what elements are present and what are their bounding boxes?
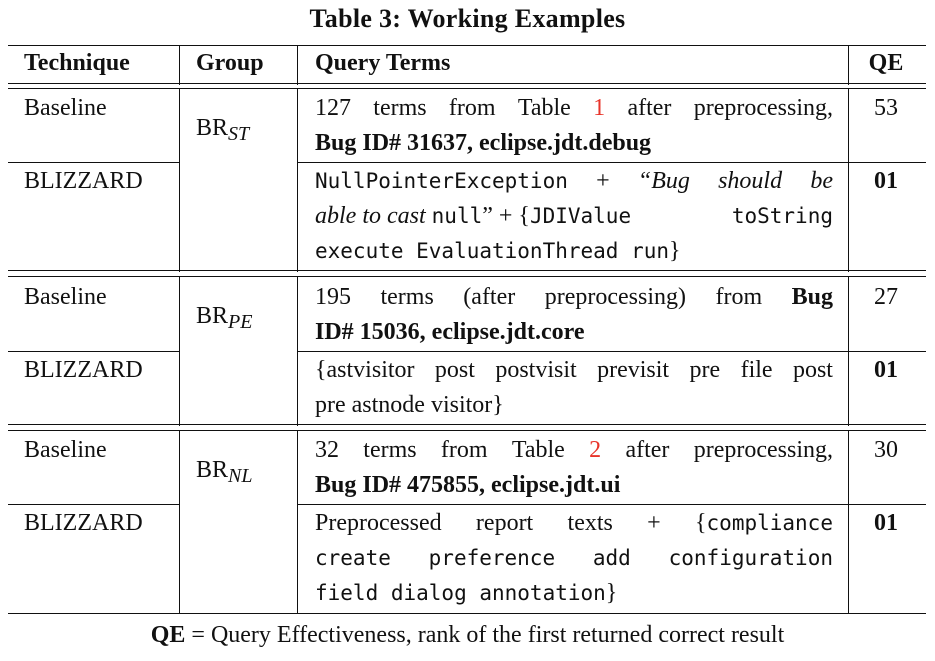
row-rule — [8, 351, 179, 353]
group-rule — [8, 270, 926, 272]
query-terms-blizzard: NullPointerException + “Bug should be ab… — [315, 168, 833, 264]
query-terms-baseline: 127 terms from Table 1 after preprocessi… — [315, 91, 833, 161]
bottom-rule — [8, 613, 926, 615]
query-terms-blizzard: {astvisitor post postvisit previsit pre … — [315, 357, 833, 418]
col-rule — [297, 276, 299, 426]
group-rule — [8, 424, 926, 426]
header-group: Group — [196, 50, 264, 76]
group-subscript: PE — [228, 311, 253, 333]
table-footnote: QE = Query Effectiveness, rank of the fi… — [0, 622, 935, 649]
header-technique: Technique — [24, 50, 130, 76]
col-rule — [179, 276, 181, 426]
col-rule — [848, 88, 850, 272]
table-ref-link[interactable]: 2 — [589, 437, 602, 463]
header-rule-double — [8, 88, 926, 90]
col-rule — [179, 430, 181, 614]
technique-blizzard: BLIZZARD — [24, 168, 143, 194]
group-subscript: NL — [228, 465, 253, 487]
group-base: BR — [196, 303, 229, 329]
bug-id: Bug ID# 31637, eclipse.jdt.debug — [315, 130, 652, 156]
qe-baseline: 53 — [874, 95, 898, 121]
query-terms-baseline: 32 terms from Table 2 after preprocessin… — [315, 433, 833, 503]
header-rule — [8, 83, 926, 85]
group-base: BR — [196, 457, 229, 483]
technique-baseline: Baseline — [24, 95, 107, 121]
bug-id: Bug ID# 475855, eclipse.jdt.ui — [315, 472, 621, 498]
col-rule — [297, 430, 299, 614]
col-rule — [179, 45, 181, 85]
col-rule — [848, 45, 850, 85]
query-terms-baseline: 195 terms (after preprocessing) from Bug… — [315, 280, 833, 350]
qe-baseline: 30 — [874, 437, 898, 463]
header-qe: QE — [868, 50, 904, 76]
table-caption: Table 3: Working Examples — [309, 4, 626, 33]
row-rule — [8, 162, 179, 164]
qe-blizzard: 01 — [874, 357, 898, 383]
top-rule — [8, 45, 926, 47]
col-rule — [297, 45, 299, 85]
table-ref-link[interactable]: 1 — [593, 95, 606, 121]
header-query-terms: Query Terms — [315, 50, 451, 76]
col-rule — [848, 430, 850, 614]
footnote-term: QE — [150, 622, 186, 648]
footnote-definition: = Query Effectiveness, rank of the first… — [185, 622, 785, 648]
technique-baseline: Baseline — [24, 437, 107, 463]
col-rule — [848, 276, 850, 426]
row-rule — [297, 162, 926, 164]
group-subscript: ST — [228, 123, 250, 145]
row-rule — [297, 351, 926, 353]
row-rule — [297, 504, 926, 506]
row-rule — [8, 504, 179, 506]
qe-blizzard: 01 — [874, 510, 898, 536]
group-rule-double — [8, 276, 926, 278]
group-label: BRNL — [196, 453, 252, 494]
group-label: BRST — [196, 111, 249, 152]
qe-baseline: 27 — [874, 284, 898, 310]
qe-blizzard: 01 — [874, 168, 898, 194]
group-base: BR — [196, 115, 229, 141]
group-rule-double — [8, 430, 926, 432]
col-rule — [297, 88, 299, 272]
col-rule — [179, 88, 181, 272]
technique-blizzard: BLIZZARD — [24, 357, 143, 383]
bug-id: ID# 15036, eclipse.jdt.core — [315, 319, 585, 345]
technique-baseline: Baseline — [24, 284, 107, 310]
group-label: BRPE — [196, 299, 252, 340]
query-terms-blizzard: Preprocessed report texts + {compliance … — [315, 510, 833, 606]
technique-blizzard: BLIZZARD — [24, 510, 143, 536]
